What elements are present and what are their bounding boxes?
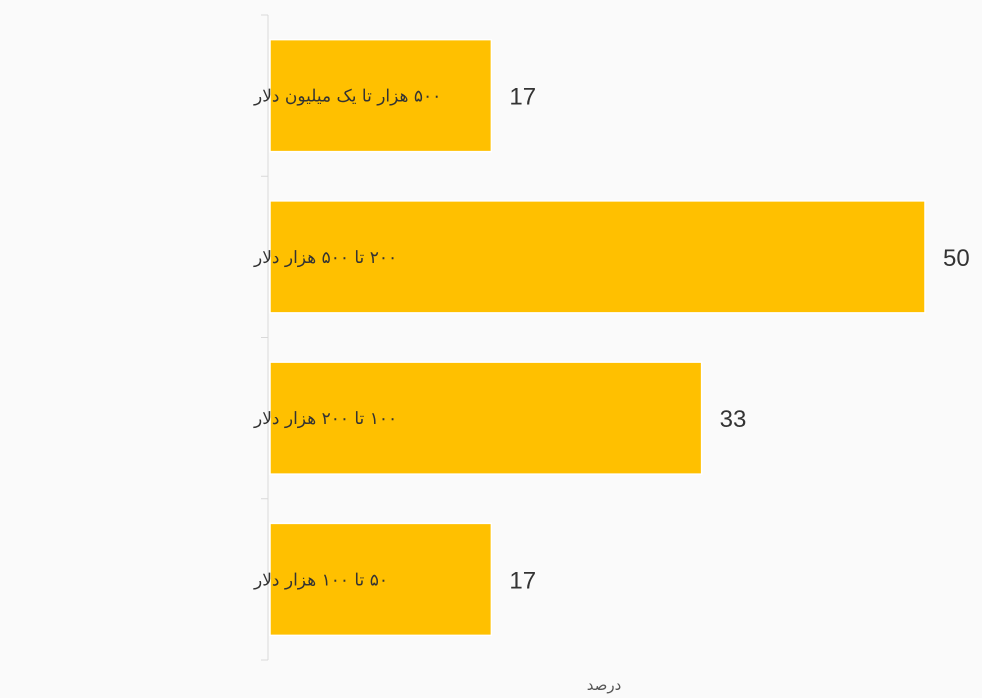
category-label: ۵۰ تا ۱۰۰ هزار دلار	[253, 570, 388, 590]
category-label: ۵۰۰ هزار تا یک میلیون دلار	[253, 87, 441, 107]
value-label: 50	[943, 245, 970, 272]
bar	[269, 200, 926, 314]
bar	[269, 38, 493, 153]
bar-layer	[269, 38, 926, 637]
value-label: 17	[509, 84, 536, 111]
label-layer: ۵۰۰ هزار تا یک میلیون دلار 17 ۲۰۰ تا ۵۰۰ ه…	[253, 84, 970, 595]
bar	[269, 522, 493, 637]
value-label: 17	[509, 567, 536, 594]
axis-layer	[261, 14, 269, 661]
x-axis-title: درصد	[587, 676, 622, 694]
value-label: 33	[720, 406, 747, 433]
bar	[269, 361, 703, 475]
category-label: ۲۰۰ تا ۵۰۰ هزار دلار	[253, 248, 397, 268]
category-label: ۱۰۰ تا ۲۰۰ هزار دلار	[253, 409, 397, 429]
